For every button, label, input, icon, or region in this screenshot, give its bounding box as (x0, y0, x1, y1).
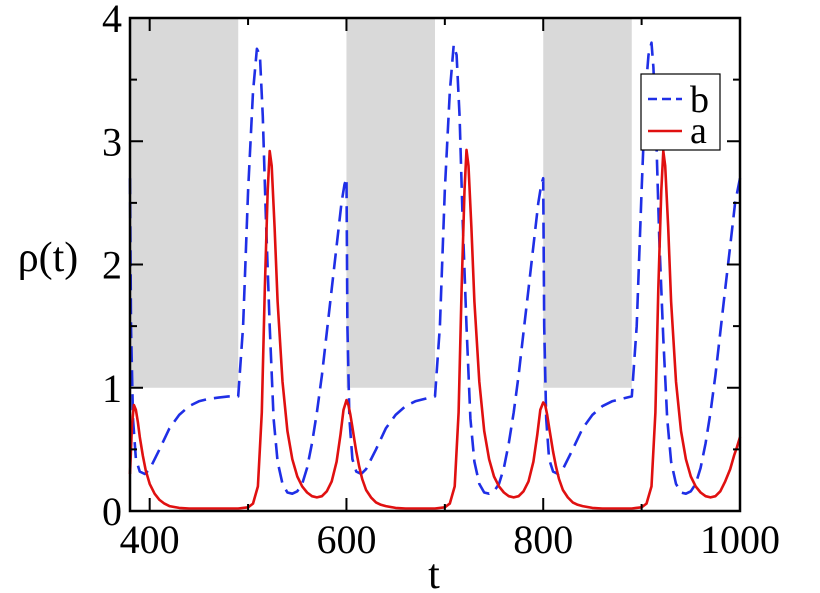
y-tick-label: 3 (102, 119, 122, 164)
x-tick-label: 1000 (700, 517, 780, 562)
x-axis-title: t (428, 552, 440, 593)
ticks: 400 600 800 1000 0 1 2 3 4 (102, 0, 780, 562)
legend-label-a: a (690, 110, 707, 152)
y-tick-label: 2 (102, 243, 122, 288)
shaded-region-3 (543, 18, 632, 388)
y-tick-label: 0 (102, 489, 122, 534)
shaded-region-2 (346, 18, 435, 388)
series-line-a (128, 148, 742, 510)
shaded-region-1 (130, 18, 239, 388)
series-line-b (128, 41, 742, 496)
legend-label-b: b (690, 79, 709, 121)
y-tick-label: 4 (102, 0, 122, 41)
x-tick-label: 800 (513, 517, 573, 562)
y-tick-label: 1 (102, 366, 122, 411)
legend-box (640, 73, 721, 151)
x-tick-label: 600 (316, 517, 376, 562)
legend: b a (640, 73, 721, 152)
x-tick-label: 400 (120, 517, 180, 562)
series-lines (128, 41, 742, 510)
y-axis-title: ρ(t) (18, 235, 79, 281)
shaded-regions (130, 18, 632, 388)
